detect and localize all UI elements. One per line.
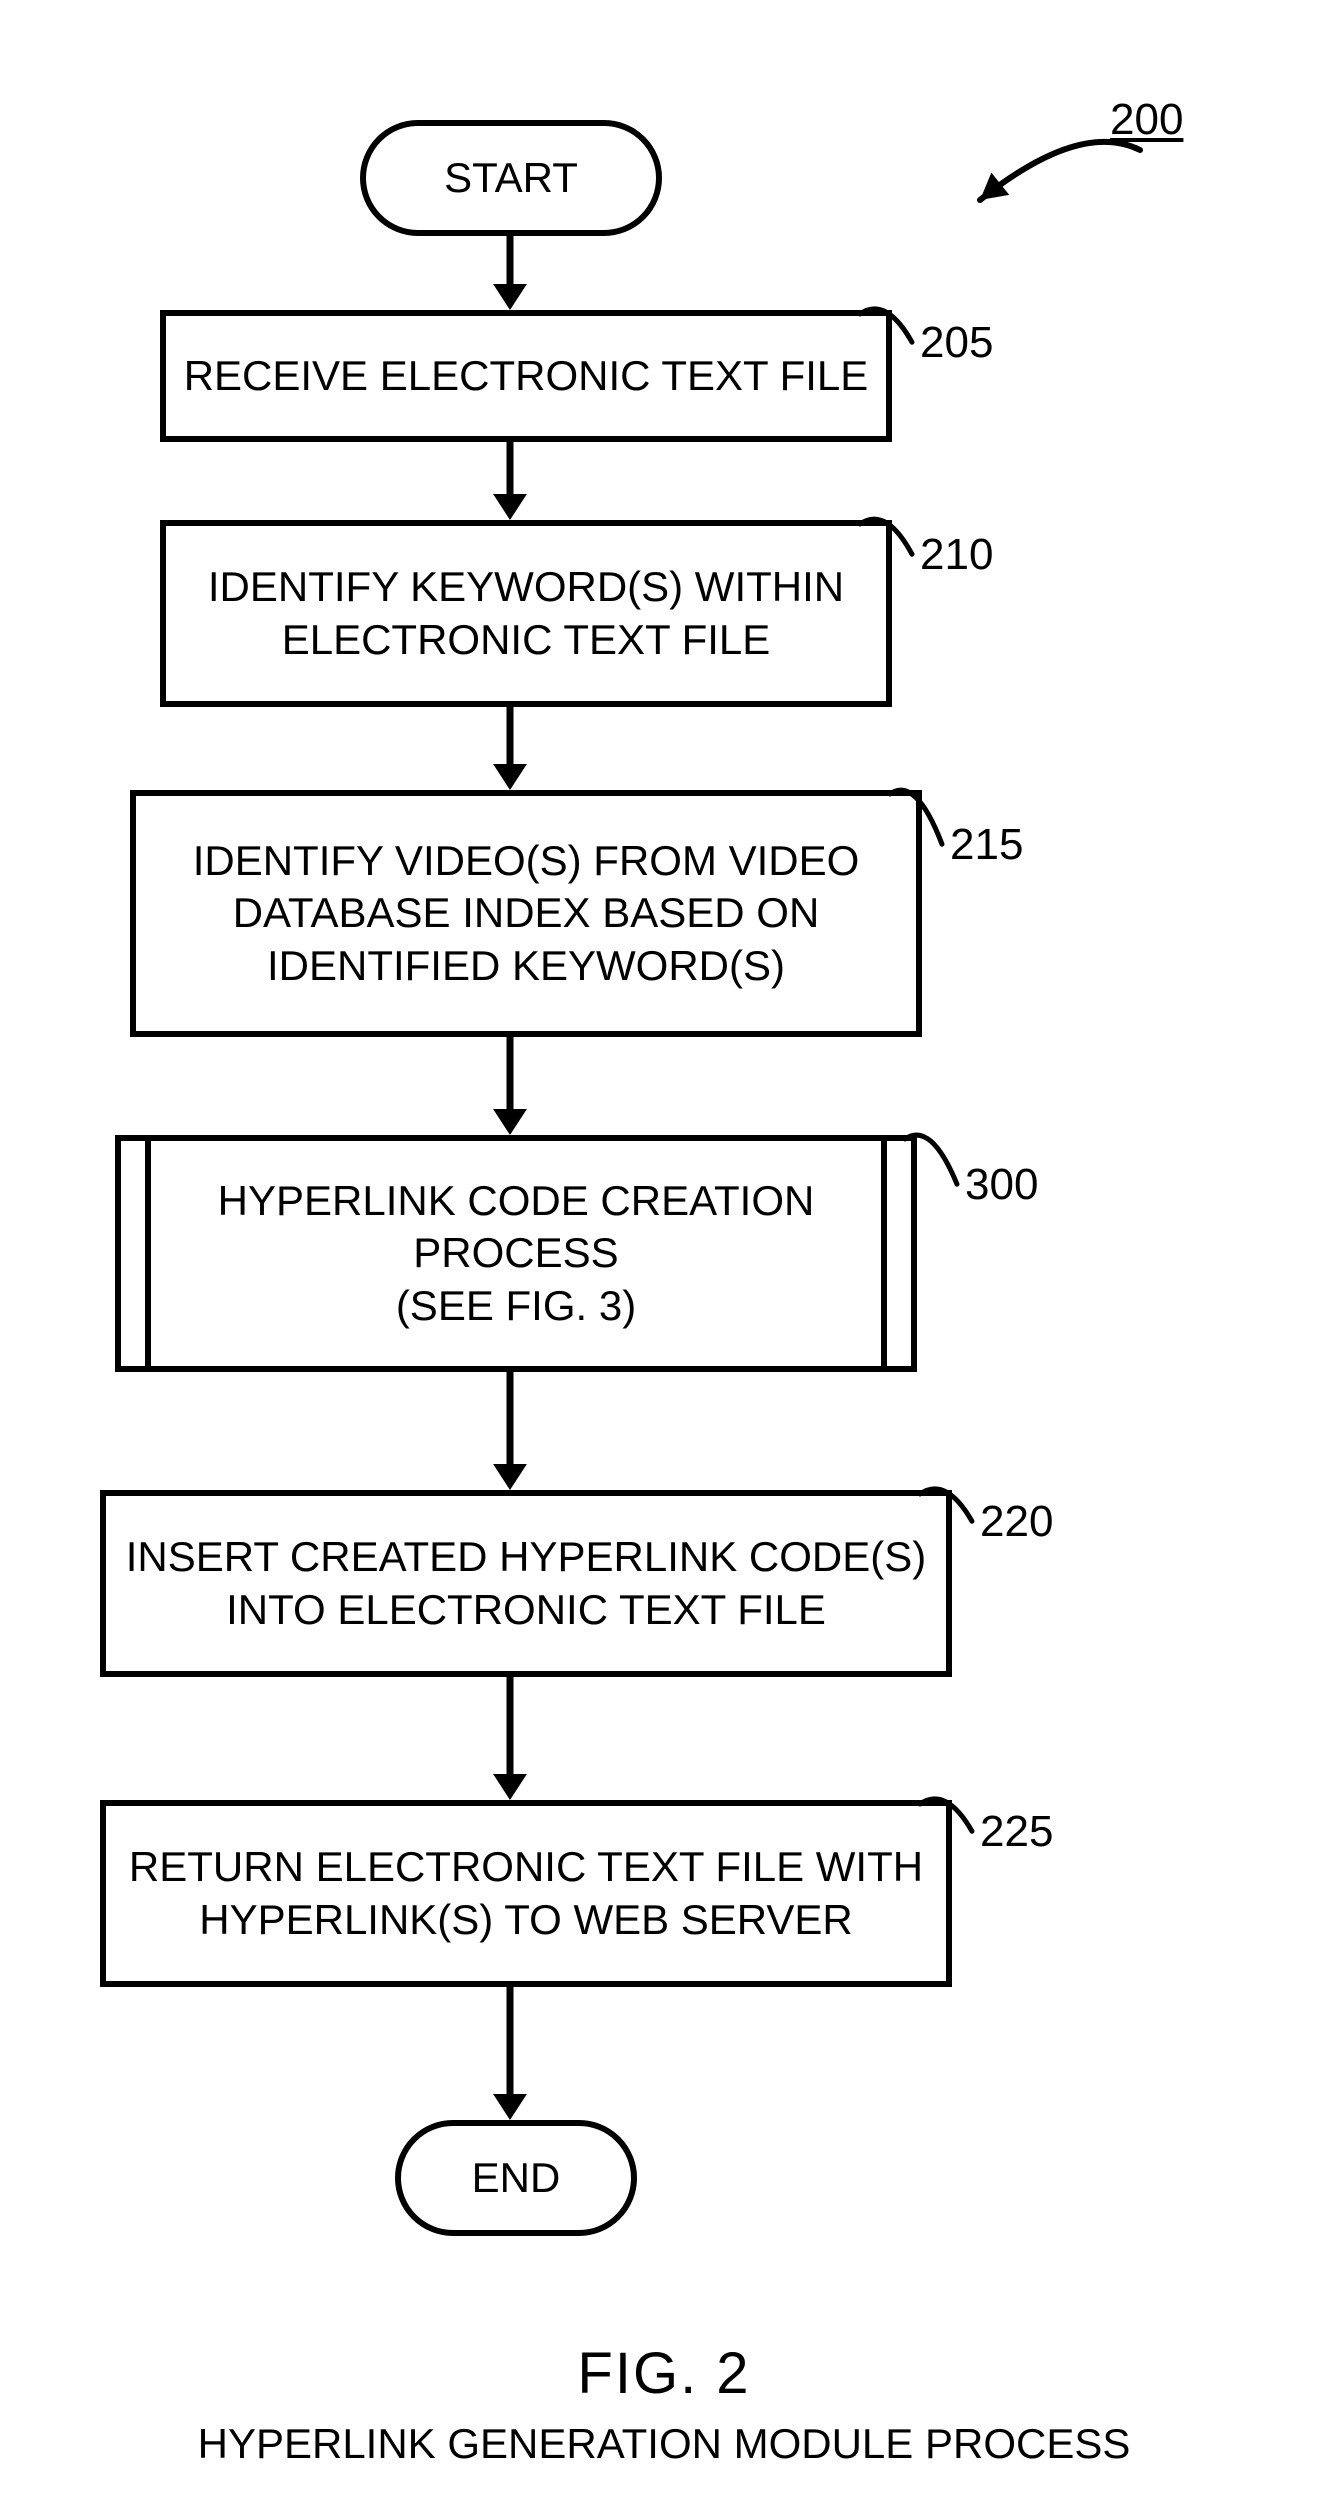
end-terminal: END <box>395 2120 637 2236</box>
step-210-box: IDENTIFY KEYWORD(S) WITHIN ELECTRONIC TE… <box>160 520 892 707</box>
subprocess-right-bar <box>881 1141 887 1366</box>
ref-210-label: 210 <box>920 530 993 580</box>
step-220-text: INSERT CREATED HYPERLINK CODE(S) INTO EL… <box>116 1531 936 1636</box>
end-label: END <box>472 2154 561 2202</box>
step-220-box: INSERT CREATED HYPERLINK CODE(S) INTO EL… <box>100 1490 952 1677</box>
ref-215-label: 215 <box>950 820 1023 870</box>
ref-200-label: 200 <box>1110 95 1183 145</box>
start-terminal: START <box>360 120 662 236</box>
ref-225-label: 225 <box>980 1807 1053 1857</box>
flowchart-canvas: 200 START RECEIVE ELECTRONIC TEXT FILE 2… <box>0 0 1328 2508</box>
step-205-box: RECEIVE ELECTRONIC TEXT FILE <box>160 310 892 442</box>
start-label: START <box>444 154 578 202</box>
figure-label: FIG. 2 <box>0 2340 1328 2407</box>
step-210-text: IDENTIFY KEYWORD(S) WITHIN ELECTRONIC TE… <box>176 561 876 666</box>
step-215-text: IDENTIFY VIDEO(S) FROM VIDEO DATABASE IN… <box>146 835 906 993</box>
ref-205-label: 205 <box>920 318 993 368</box>
step-215-box: IDENTIFY VIDEO(S) FROM VIDEO DATABASE IN… <box>130 790 922 1037</box>
ref-220-label: 220 <box>980 1497 1053 1547</box>
subprocess-left-bar <box>145 1141 151 1366</box>
step-225-box: RETURN ELECTRONIC TEXT FILE WITH HYPERLI… <box>100 1800 952 1987</box>
figure-title: HYPERLINK GENERATION MODULE PROCESS <box>0 2420 1328 2468</box>
step-225-text: RETURN ELECTRONIC TEXT FILE WITH HYPERLI… <box>116 1841 936 1946</box>
step-300-subprocess-box: HYPERLINK CODE CREATION PROCESS (SEE FIG… <box>115 1135 917 1372</box>
ref-300-label: 300 <box>965 1160 1038 1210</box>
step-300-text: HYPERLINK CODE CREATION PROCESS (SEE FIG… <box>161 1175 871 1333</box>
step-205-text: RECEIVE ELECTRONIC TEXT FILE <box>184 350 869 403</box>
